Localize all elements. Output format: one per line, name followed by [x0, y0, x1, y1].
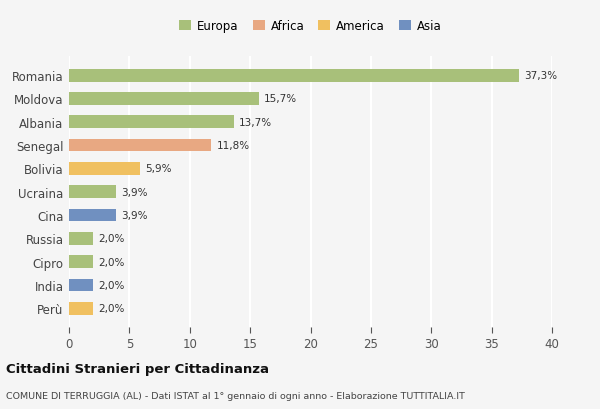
- Text: 15,7%: 15,7%: [263, 94, 296, 104]
- Text: 2,0%: 2,0%: [98, 257, 124, 267]
- Text: 37,3%: 37,3%: [524, 71, 557, 81]
- Text: 11,8%: 11,8%: [217, 141, 250, 151]
- Bar: [69, 186, 116, 199]
- Bar: [69, 232, 93, 245]
- Bar: [69, 302, 93, 315]
- Legend: Europa, Africa, America, Asia: Europa, Africa, America, Asia: [179, 20, 442, 33]
- Text: 3,9%: 3,9%: [121, 187, 148, 197]
- Bar: [69, 93, 259, 106]
- Text: 2,0%: 2,0%: [98, 280, 124, 290]
- Bar: [69, 70, 520, 82]
- Bar: [69, 162, 140, 175]
- Text: COMUNE DI TERRUGGIA (AL) - Dati ISTAT al 1° gennaio di ogni anno - Elaborazione : COMUNE DI TERRUGGIA (AL) - Dati ISTAT al…: [6, 391, 465, 400]
- Bar: [69, 139, 211, 152]
- Text: 3,9%: 3,9%: [121, 211, 148, 220]
- Bar: [69, 116, 235, 129]
- Text: 13,7%: 13,7%: [239, 117, 272, 128]
- Text: Cittadini Stranieri per Cittadinanza: Cittadini Stranieri per Cittadinanza: [6, 362, 269, 375]
- Bar: [69, 256, 93, 268]
- Text: 2,0%: 2,0%: [98, 234, 124, 244]
- Bar: [69, 279, 93, 292]
- Text: 5,9%: 5,9%: [145, 164, 172, 174]
- Bar: [69, 209, 116, 222]
- Text: 2,0%: 2,0%: [98, 303, 124, 314]
